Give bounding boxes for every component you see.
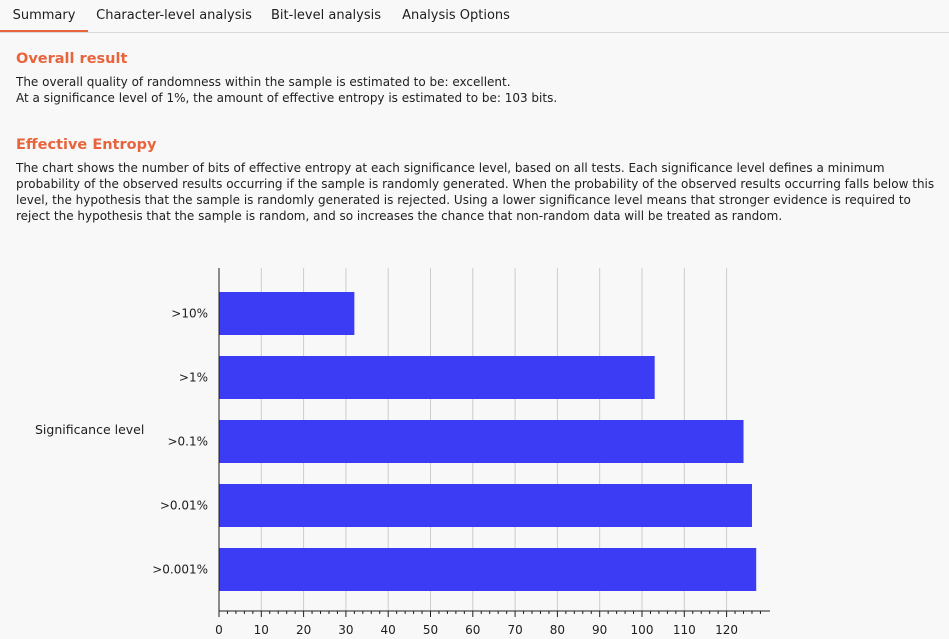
x-tick-label: 30 — [338, 623, 353, 637]
y-tick-label: >0.001% — [152, 563, 208, 577]
overall-result-line-2: At a significance level of 1%, the amoun… — [16, 91, 558, 105]
bar — [219, 484, 752, 527]
overall-result-line-1: The overall quality of randomness within… — [16, 75, 511, 89]
x-tick-label: 80 — [550, 623, 565, 637]
bar — [219, 548, 757, 591]
x-tick-label: 70 — [507, 623, 522, 637]
bar — [219, 420, 744, 463]
tab-character-level-analysis[interactable]: Character-level analysis — [96, 8, 252, 23]
effective-entropy-title: Effective Entropy — [16, 137, 157, 153]
y-tick-label: >10% — [171, 307, 208, 321]
x-tick-label: 40 — [381, 623, 396, 637]
y-tick-label: >0.1% — [167, 435, 208, 449]
bar — [219, 292, 355, 335]
y-axis-label: Significance level — [35, 422, 145, 437]
x-tick-label: 20 — [296, 623, 311, 637]
x-tick-label: 110 — [673, 623, 696, 637]
x-tick-label: 10 — [254, 623, 269, 637]
tab-summary[interactable]: Summary — [0, 0, 88, 32]
x-tick-label: 0 — [215, 623, 223, 637]
tab-bit-level-analysis[interactable]: Bit-level analysis — [271, 8, 381, 23]
tab-analysis-options[interactable]: Analysis Options — [402, 8, 510, 23]
y-tick-label: >0.01% — [160, 499, 208, 513]
bar — [219, 356, 655, 399]
x-tick-label: 60 — [465, 623, 480, 637]
x-tick-label: 90 — [592, 623, 607, 637]
overall-result-title: Overall result — [16, 51, 128, 67]
x-tick-label: 120 — [715, 623, 738, 637]
x-tick-label: 50 — [423, 623, 438, 637]
effective-entropy-description: The chart shows the number of bits of ef… — [16, 161, 935, 223]
y-tick-label: >1% — [179, 371, 208, 385]
x-tick-label: 100 — [631, 623, 654, 637]
tab-bar: Summary Character-level analysis Bit-lev… — [0, 0, 949, 33]
